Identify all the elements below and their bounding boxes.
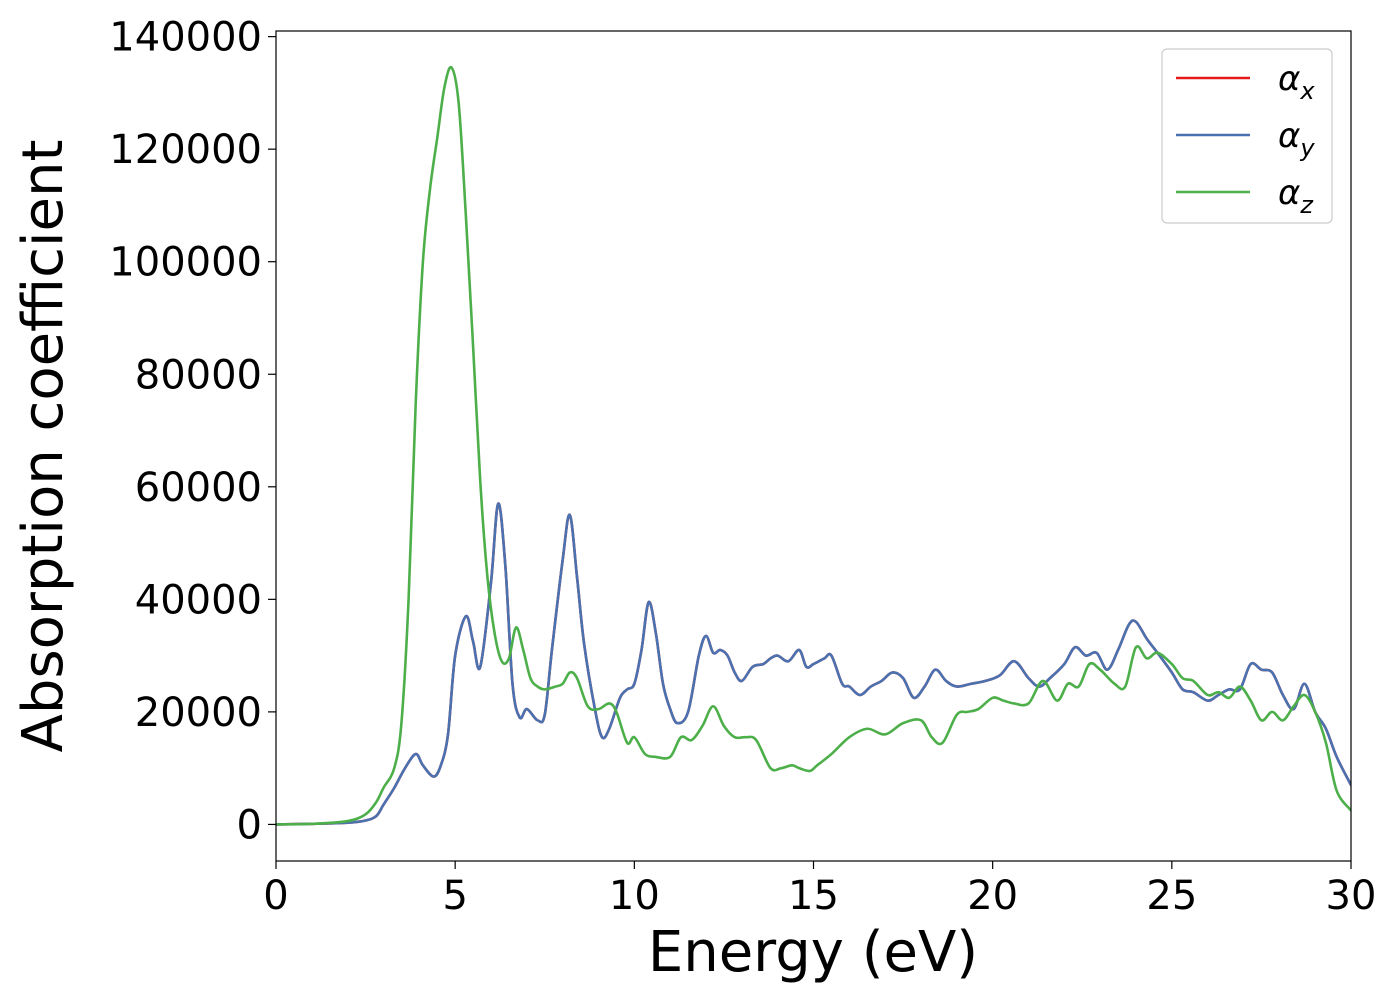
x-tick-label: 0 xyxy=(263,873,288,919)
x-tick-label: 20 xyxy=(967,873,1018,919)
y-tick-label: 20000 xyxy=(135,690,262,736)
legend-label-x: αx xyxy=(1278,59,1315,105)
y-tick-label: 0 xyxy=(237,802,262,848)
y-axis-title: Absorption coefficient xyxy=(11,140,76,753)
legend-items: αx αy αz xyxy=(1176,59,1315,219)
legend-label-y: αy xyxy=(1278,116,1315,162)
y-tick-label: 40000 xyxy=(135,577,262,623)
x-tick-label: 10 xyxy=(609,873,660,919)
y-tick-label: 120000 xyxy=(109,127,262,173)
legend-label-z: αz xyxy=(1278,173,1314,219)
y-tick-label: 80000 xyxy=(135,352,262,398)
x-tick-label: 15 xyxy=(788,873,839,919)
y-tick-label: 60000 xyxy=(135,465,262,511)
x-axis: 0 5 10 15 20 25 30 xyxy=(263,861,1376,919)
y-tick-label: 140000 xyxy=(109,15,262,61)
x-tick-label: 30 xyxy=(1326,873,1377,919)
series-line-y xyxy=(276,502,1351,826)
x-tick-label: 25 xyxy=(1146,873,1197,919)
y-axis: 0 20000 40000 60000 80000 100000 120000 140000 xyxy=(109,15,276,848)
series-line-z xyxy=(276,65,1351,826)
x-axis-title: Energy (eV) xyxy=(648,920,978,985)
x-tick-label: 5 xyxy=(442,873,467,919)
legend: αx αy αz xyxy=(1161,48,1333,224)
series-layer xyxy=(276,65,1351,826)
y-tick-label: 100000 xyxy=(109,240,262,286)
